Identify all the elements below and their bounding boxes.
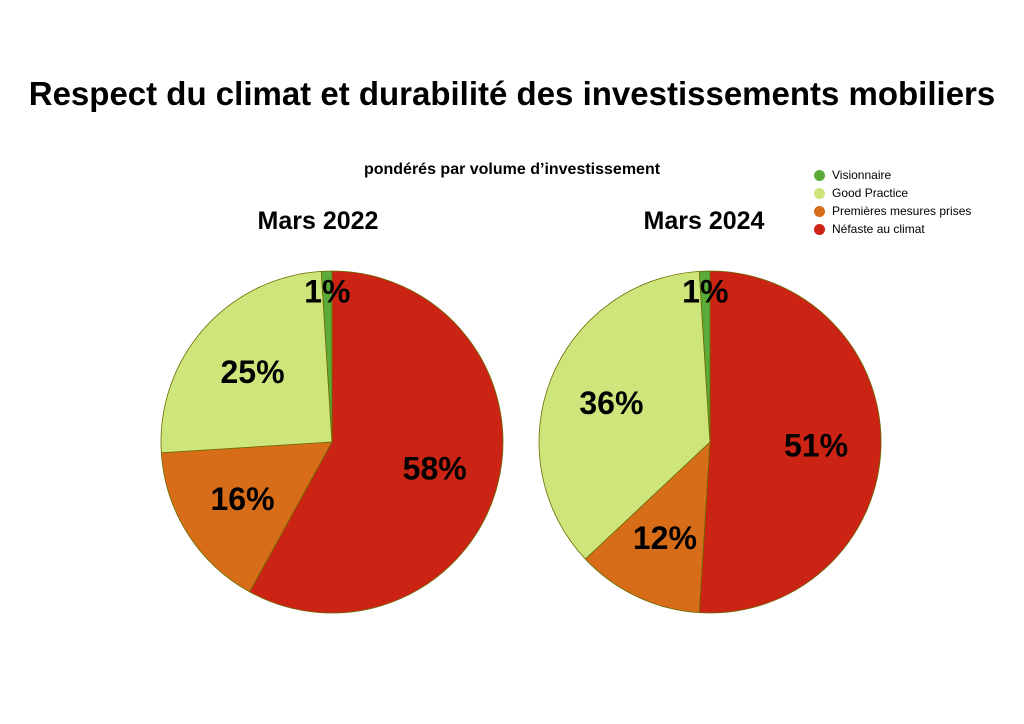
- slice-label-nefaste-au-climat: 58%: [403, 450, 467, 486]
- pie-slice-visionnaire: [320, 270, 333, 443]
- slice-label-nefaste-au-climat: 51%: [784, 427, 848, 463]
- pie-slice-premieres-mesures-prises: [160, 441, 333, 593]
- pie-slice-good-practice: [538, 270, 711, 560]
- legend-swatch: [814, 187, 825, 199]
- legend: Visionnaire Good Practice Premières mesu…: [814, 166, 971, 238]
- legend-item-nefaste: Néfaste au climat: [814, 220, 971, 238]
- slice-label-good-practice: 25%: [220, 354, 284, 390]
- slice-label-visionnaire: 1%: [304, 274, 350, 310]
- pie-chart-2024: 51% 12% 36% 1%: [538, 270, 882, 614]
- pie-slice-premieres-mesures-prises: [584, 441, 711, 614]
- legend-item-visionnaire: Visionnaire: [814, 166, 971, 184]
- pie-title-2024: Mars 2024: [643, 207, 765, 235]
- legend-label: Visionnaire: [832, 168, 892, 182]
- legend-swatch: [814, 205, 825, 217]
- slice-label-premieres-mesures-prises: 12%: [633, 520, 697, 556]
- chart-title: Respect du climat et durabilité des inve…: [28, 75, 996, 112]
- legend-item-good-practice: Good Practice: [814, 184, 971, 202]
- slice-label-good-practice: 36%: [579, 385, 643, 421]
- pie-slice-nefaste-au-climat: [249, 270, 504, 614]
- legend-label: Premières mesures prises: [832, 204, 972, 218]
- legend-label: Néfaste au climat: [832, 222, 925, 236]
- pie-slice-nefaste-au-climat: [698, 270, 882, 614]
- pie-title-2022: Mars 2022: [257, 207, 379, 235]
- legend-swatch: [814, 169, 825, 181]
- legend-label: Good Practice: [832, 186, 909, 200]
- slice-label-visionnaire: 1%: [682, 274, 728, 310]
- legend-swatch: [814, 223, 825, 235]
- pie-slice-good-practice: [160, 270, 333, 454]
- pie-chart-2022: 58% 16% 25% 1%: [160, 270, 504, 614]
- legend-item-premieres-mesures: Premières mesures prises: [814, 202, 971, 220]
- slice-label-premieres-mesures-prises: 16%: [210, 481, 274, 517]
- pie-slice-visionnaire: [698, 270, 711, 443]
- chart-subtitle: pondérés par volume d’investissement: [363, 161, 661, 178]
